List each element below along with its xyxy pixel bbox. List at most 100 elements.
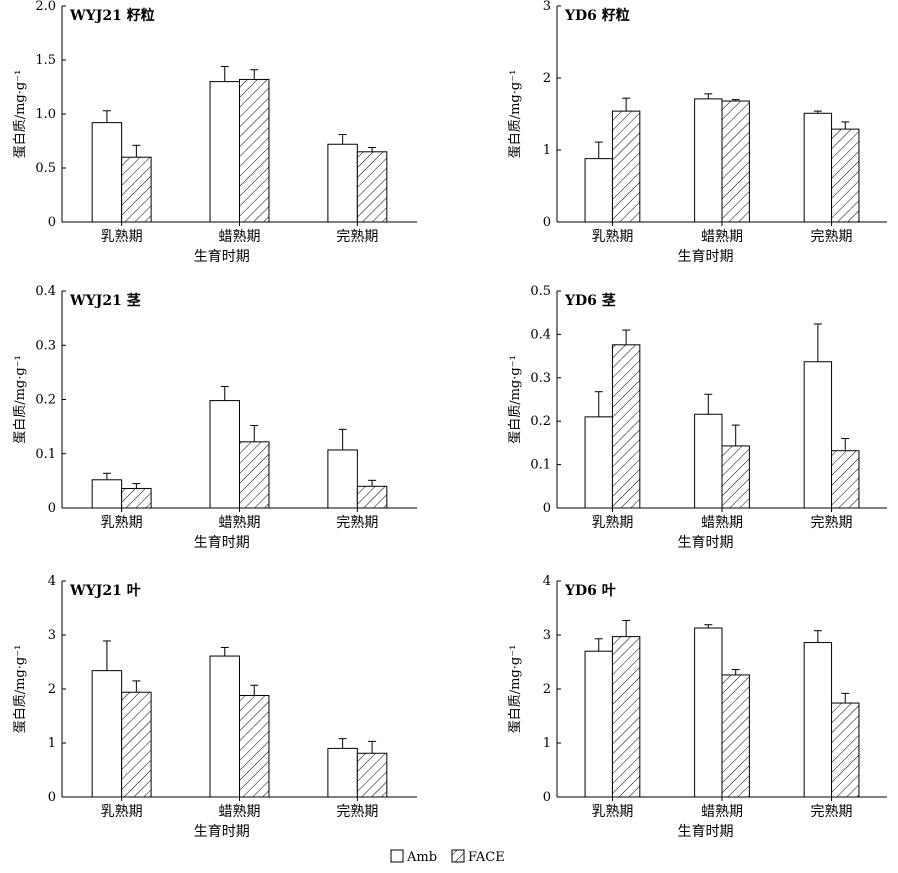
x-tick-label: 完熟期 — [336, 804, 378, 820]
x-axis-label: 生育时期 — [194, 824, 250, 840]
bar-face — [831, 702, 860, 798]
y-tick-label: 0 — [48, 790, 56, 805]
y-axis-label: 蛋白质/mg·g⁻¹ — [12, 645, 28, 734]
y-tick-label: 3 — [48, 628, 56, 643]
x-tick-label: 乳熟期 — [591, 229, 633, 245]
y-tick-label: 1 — [543, 143, 551, 158]
y-tick-label: 0.2 — [530, 414, 551, 429]
x-axis-label: 生育时期 — [194, 249, 250, 265]
panel-title: WYJ21 叶 — [69, 583, 141, 599]
x-tick-label: 乳熟期 — [101, 804, 143, 820]
y-tick-label: 2.0 — [35, 0, 56, 14]
x-tick-label: 蜡熟期 — [219, 229, 261, 245]
y-tick-label: 1.0 — [35, 107, 56, 122]
x-tick-label: 完熟期 — [811, 515, 853, 531]
bar-amb — [584, 650, 613, 798]
bar-face — [121, 156, 152, 223]
x-tick-label: 乳熟期 — [101, 515, 143, 531]
y-tick-label: 3 — [543, 628, 551, 643]
x-tick-label: 蜡熟期 — [701, 229, 743, 245]
y-tick-label: 0.4 — [530, 327, 551, 342]
x-axis-label: 生育时期 — [194, 535, 250, 551]
bar-face — [356, 752, 388, 798]
y-tick-label: 1 — [48, 736, 56, 751]
y-tick-label: 0 — [543, 501, 551, 516]
y-tick-label: 0.1 — [35, 447, 56, 462]
y-tick-label: 2 — [48, 682, 56, 697]
y-tick-label: 4 — [48, 574, 56, 589]
bar-amb — [209, 655, 241, 798]
x-tick-label: 乳熟期 — [101, 229, 143, 245]
bar-face — [239, 694, 270, 798]
legend-swatch-face — [451, 849, 465, 863]
y-tick-label: 0.2 — [35, 393, 56, 408]
x-tick-label: 完熟期 — [811, 229, 853, 245]
bar-amb — [209, 81, 241, 223]
bar-face — [356, 151, 388, 223]
y-tick-label: 2 — [543, 71, 551, 86]
bar-amb — [209, 400, 241, 509]
y-tick-label: 0.1 — [530, 458, 551, 473]
y-axis-label: 蛋白质/mg·g⁻¹ — [507, 645, 523, 734]
bar-amb — [584, 416, 613, 509]
legend-label-amb: Amb — [406, 850, 437, 865]
x-tick-label: 完熟期 — [811, 804, 853, 820]
y-tick-label: 2 — [543, 682, 551, 697]
y-tick-label: 0 — [48, 215, 56, 230]
y-tick-label: 0.3 — [530, 371, 551, 386]
bar-face — [611, 636, 641, 798]
bar-face — [121, 487, 152, 509]
y-tick-label: 0.5 — [530, 284, 551, 299]
y-tick-label: 0.5 — [35, 161, 56, 176]
bar-face — [721, 445, 750, 509]
y-tick-label: 1.5 — [35, 53, 56, 68]
bar-face — [121, 691, 152, 798]
y-tick-label: 0.4 — [35, 284, 56, 299]
x-axis-label: 生育时期 — [678, 535, 734, 551]
bar-face — [611, 344, 641, 509]
bar-amb — [327, 747, 358, 798]
x-tick-label: 完熟期 — [336, 515, 378, 531]
bar-amb — [91, 122, 123, 223]
y-axis-label: 蛋白质/mg·g⁻¹ — [507, 355, 523, 444]
bar-amb — [694, 413, 723, 509]
y-tick-label: 0 — [543, 790, 551, 805]
x-tick-label: 蜡熟期 — [701, 804, 743, 820]
bar-face — [356, 485, 388, 509]
bar-amb — [803, 112, 833, 223]
bar-face — [239, 78, 270, 223]
x-tick-label: 完熟期 — [336, 229, 378, 245]
x-axis-label: 生育时期 — [678, 249, 734, 265]
y-axis-label: 蛋白质/mg·g⁻¹ — [507, 70, 523, 159]
bar-amb — [694, 627, 723, 798]
bar-face — [721, 674, 750, 798]
panel-title: YD6 籽粒 — [564, 7, 630, 24]
bar-amb — [91, 479, 123, 509]
x-tick-label: 蜡熟期 — [219, 515, 261, 531]
panel-title: WYJ21 茎 — [69, 292, 141, 309]
x-tick-label: 乳熟期 — [591, 804, 633, 820]
y-axis-label: 蛋白质/mg·g⁻¹ — [12, 70, 28, 159]
bar-face — [611, 110, 641, 223]
y-tick-label: 0 — [48, 501, 56, 516]
y-tick-label: 0 — [543, 215, 551, 230]
panel-title: YD6 叶 — [564, 583, 616, 599]
y-tick-label: 4 — [543, 574, 551, 589]
panel-title: YD6 茎 — [564, 292, 616, 309]
y-tick-label: 1 — [543, 736, 551, 751]
bar-face — [721, 100, 750, 223]
bar-amb — [91, 670, 123, 798]
bar-face — [831, 128, 860, 223]
x-axis-label: 生育时期 — [678, 824, 734, 840]
legend-swatch-amb — [390, 849, 404, 863]
bar-amb — [803, 361, 833, 509]
panel-title: WYJ21 籽粒 — [69, 7, 155, 24]
x-tick-label: 乳熟期 — [591, 515, 633, 531]
